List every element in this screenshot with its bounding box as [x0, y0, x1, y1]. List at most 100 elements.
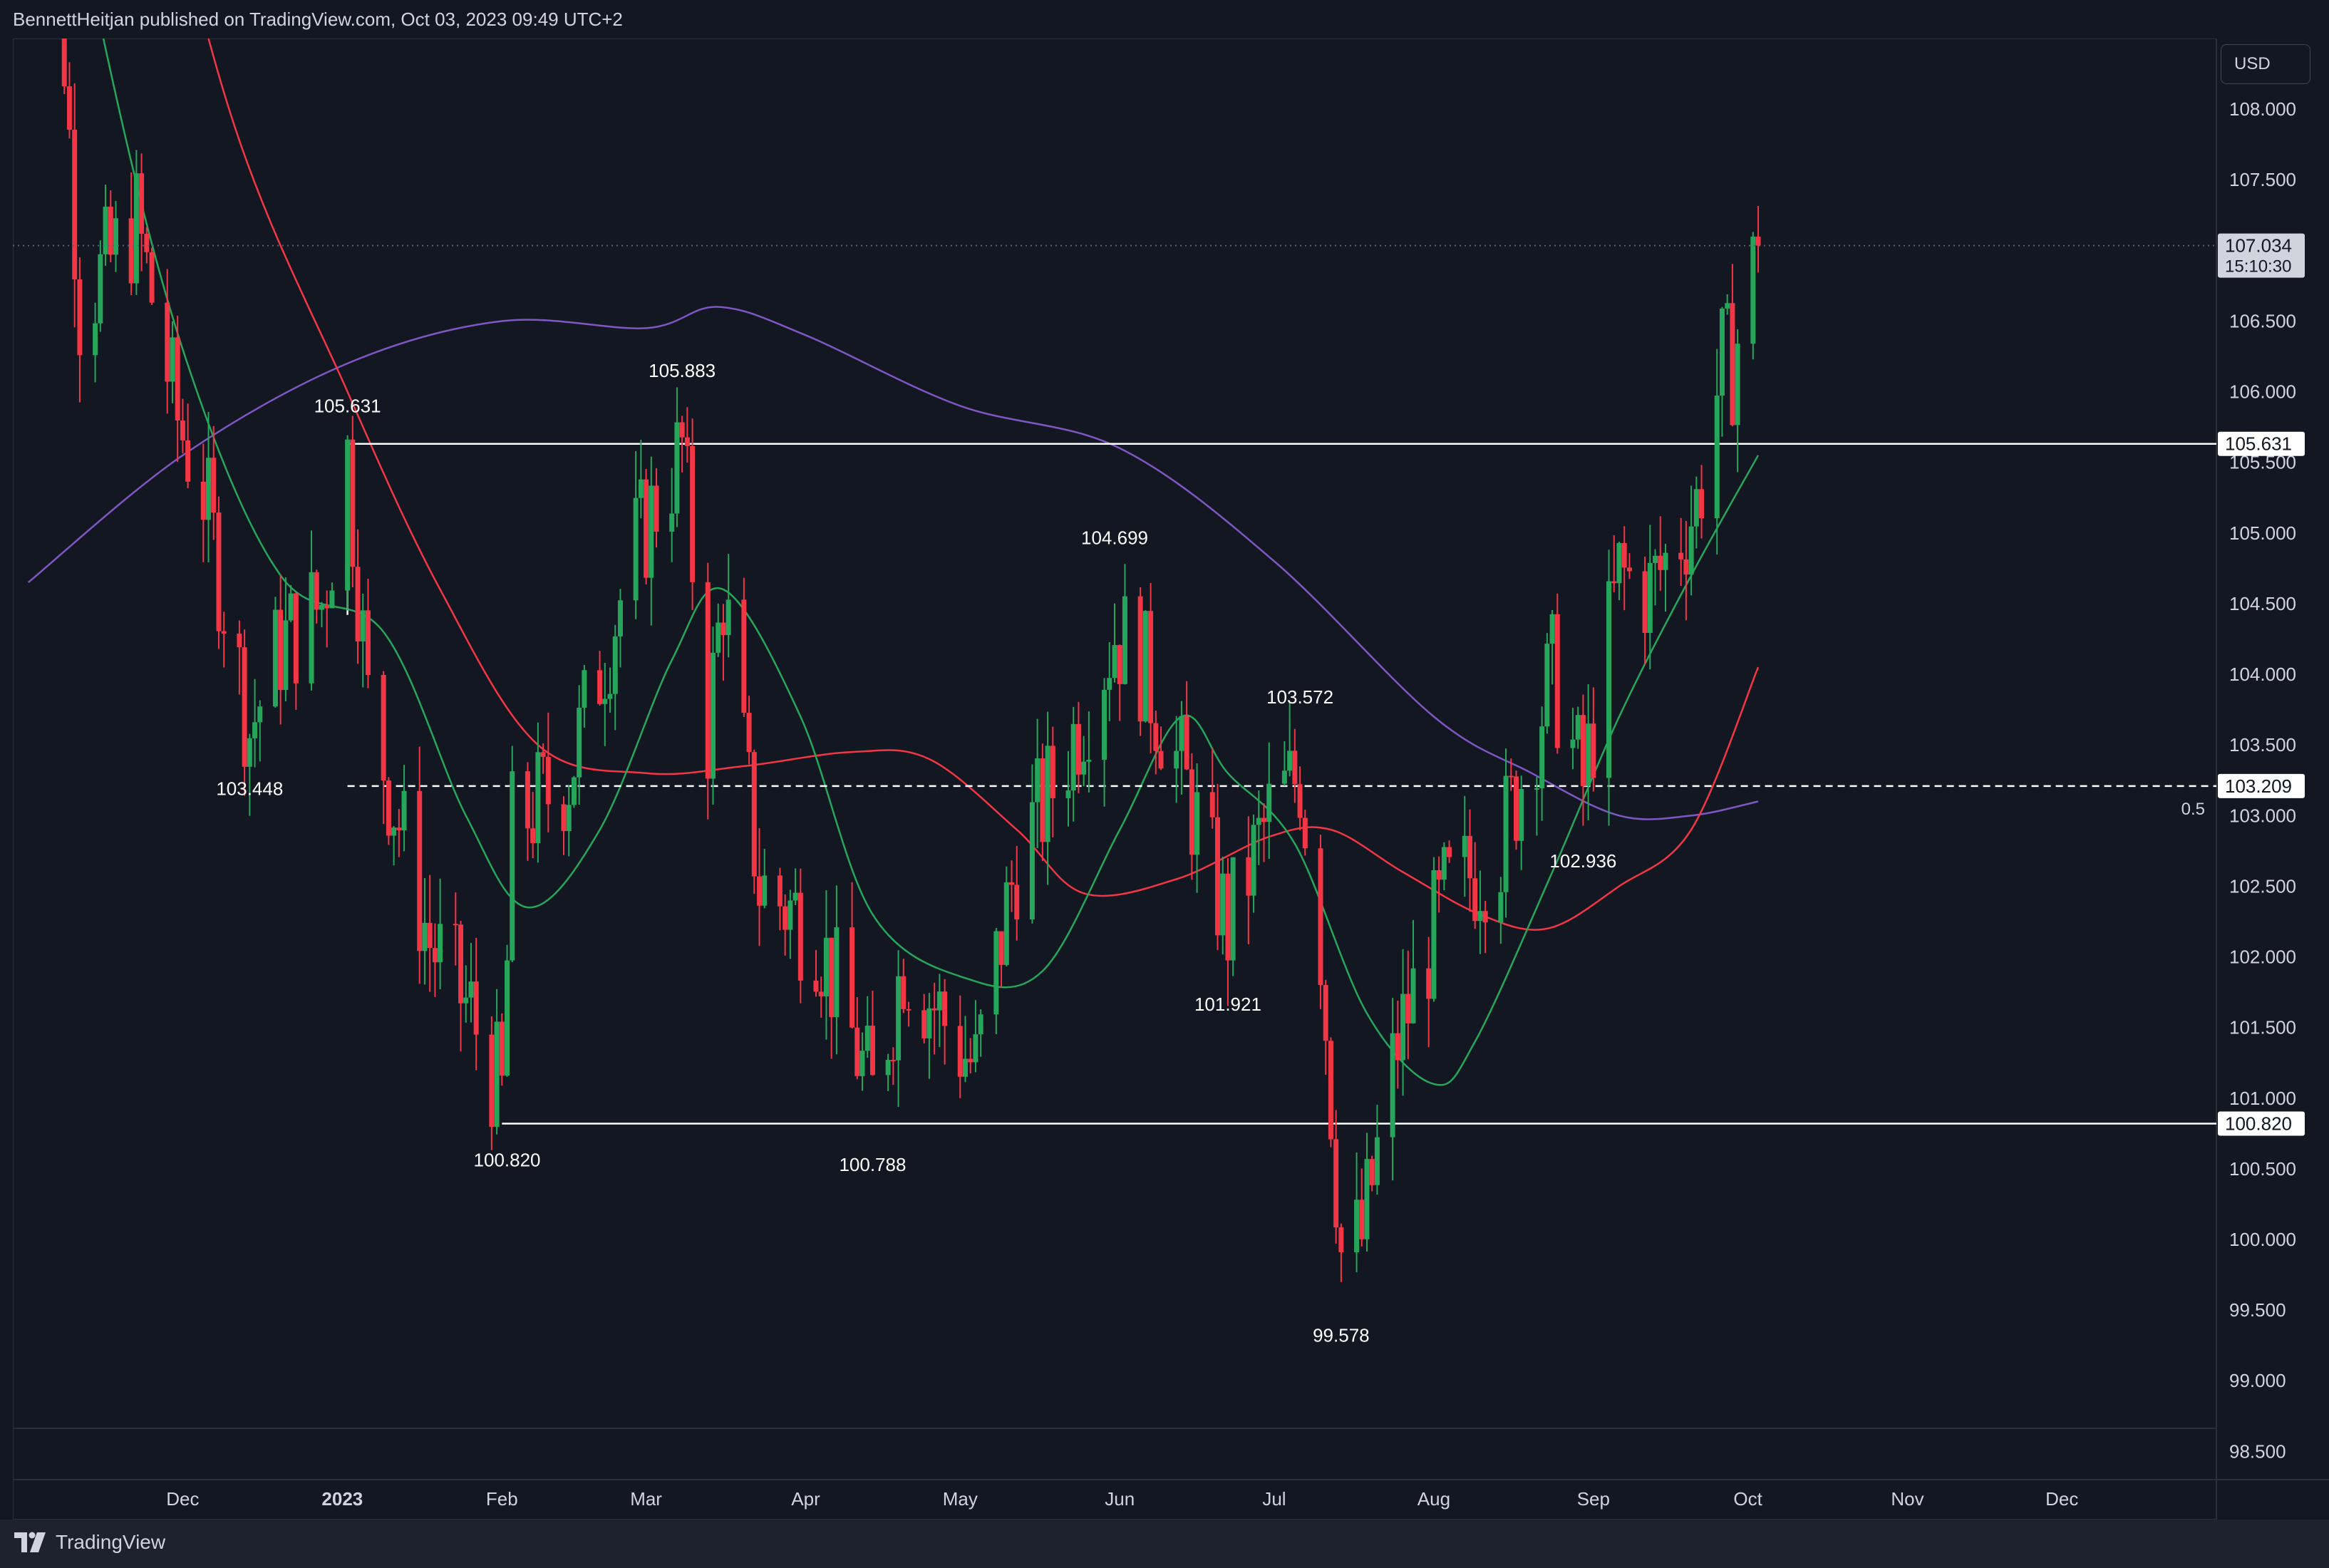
candle-body [834, 927, 840, 1018]
candle-body [1508, 775, 1514, 778]
candle-body [247, 738, 252, 767]
candle-body [577, 707, 582, 778]
price-tick-label: 98.500 [2229, 1440, 2286, 1462]
candle-body [684, 437, 690, 446]
candle-body [582, 670, 587, 708]
candle-body [777, 875, 783, 907]
candle-body [1369, 1159, 1375, 1185]
candle-body [746, 713, 752, 753]
candle-body [206, 458, 212, 520]
candle-body [360, 610, 366, 641]
candle-body [1653, 555, 1658, 563]
candle-body [906, 1009, 912, 1011]
candle-body [654, 485, 659, 532]
candle-body [1477, 911, 1483, 922]
candle-body [1554, 614, 1560, 748]
candle-body [381, 674, 386, 781]
time-tick-label: Feb [486, 1488, 518, 1510]
candle-body [1570, 739, 1576, 748]
candle-body [489, 1034, 495, 1128]
candle-body [1297, 784, 1303, 818]
candle-body [1065, 790, 1071, 798]
time-tick-label: Nov [1891, 1488, 1923, 1510]
swing-label-100-820: 100.820 [474, 1149, 541, 1170]
candle-body [139, 173, 145, 234]
candle-body [216, 512, 222, 631]
price-annotations: 103.448 105.631 105.883 100.820 100.788 104.6… [216, 360, 1616, 1346]
candle-body [417, 790, 423, 951]
candle-body [926, 1008, 932, 1038]
candle-body [355, 567, 361, 641]
candle-body [1405, 994, 1411, 1023]
support-tag-text: 100.820 [2225, 1113, 2292, 1134]
candle-body [787, 900, 793, 930]
candle-body [1148, 611, 1154, 723]
candle-body [973, 1034, 978, 1063]
candle-body [1230, 857, 1236, 961]
candle-body [1251, 825, 1256, 896]
candle-body [278, 609, 284, 691]
candle-body [998, 931, 1004, 965]
time-tick-label: Mar [630, 1488, 662, 1510]
mid-tag-text: 103.209 [2225, 775, 2292, 797]
candle-body [144, 234, 150, 252]
candle-body [530, 828, 536, 843]
candle-body [185, 440, 191, 482]
fib-level-label: 0.5 [2181, 800, 2205, 819]
candle-body [1050, 746, 1055, 798]
candle-body [1323, 985, 1328, 1041]
candle-body [1179, 716, 1184, 751]
candle-body [128, 218, 134, 284]
time-tick-label: Jun [1105, 1488, 1135, 1510]
candle-body [494, 1021, 500, 1128]
candle-body [1519, 788, 1524, 841]
candle-body [396, 827, 402, 830]
time-tick-label: 2023 [321, 1488, 363, 1510]
candle-body [1281, 770, 1287, 784]
candle-body [510, 771, 515, 961]
candle-body [505, 960, 510, 1076]
candle-body [211, 458, 217, 513]
candle-body [540, 752, 546, 757]
candle-body [401, 790, 407, 830]
currency-button[interactable]: USD [2221, 44, 2310, 84]
swing-label-100-788: 100.788 [839, 1154, 906, 1175]
candle-body [792, 892, 798, 901]
candle-body [921, 1010, 927, 1038]
candle-body [93, 323, 98, 356]
candle-body [438, 924, 443, 963]
candle-body [1586, 723, 1591, 786]
candle-body [1575, 715, 1581, 740]
candle-body [1246, 857, 1251, 896]
candle-body [711, 652, 716, 779]
candle-body [1194, 792, 1200, 855]
candle-body [1735, 344, 1740, 425]
candle-body [1611, 581, 1617, 584]
candle-body [993, 931, 999, 1015]
candle-body [962, 1058, 968, 1077]
candle-body [499, 1021, 505, 1076]
candle-body [1014, 884, 1020, 919]
candle-body [535, 752, 541, 843]
candle-body [1328, 1041, 1333, 1140]
price-tick-label: 107.500 [2229, 169, 2296, 190]
swing-label-102-936: 102.936 [1549, 850, 1616, 872]
candle-body [1626, 567, 1632, 572]
candle-body [1544, 644, 1550, 727]
tradingview-logo[interactable]: TradingView [13, 1530, 165, 1555]
candle-body [103, 206, 108, 254]
candle-body [98, 254, 103, 324]
candle-body [432, 948, 438, 963]
tradingview-logo-icon [14, 1532, 46, 1552]
candle-body [679, 422, 685, 438]
footer-bar: TradingView [0, 1520, 2329, 1568]
candle-body [473, 981, 479, 1035]
candle-body [644, 479, 649, 578]
level-lines [346, 443, 2216, 1125]
candle-body [1009, 882, 1015, 885]
candle-body [1137, 596, 1143, 722]
candle-body [597, 670, 603, 704]
candle-body [329, 590, 335, 609]
